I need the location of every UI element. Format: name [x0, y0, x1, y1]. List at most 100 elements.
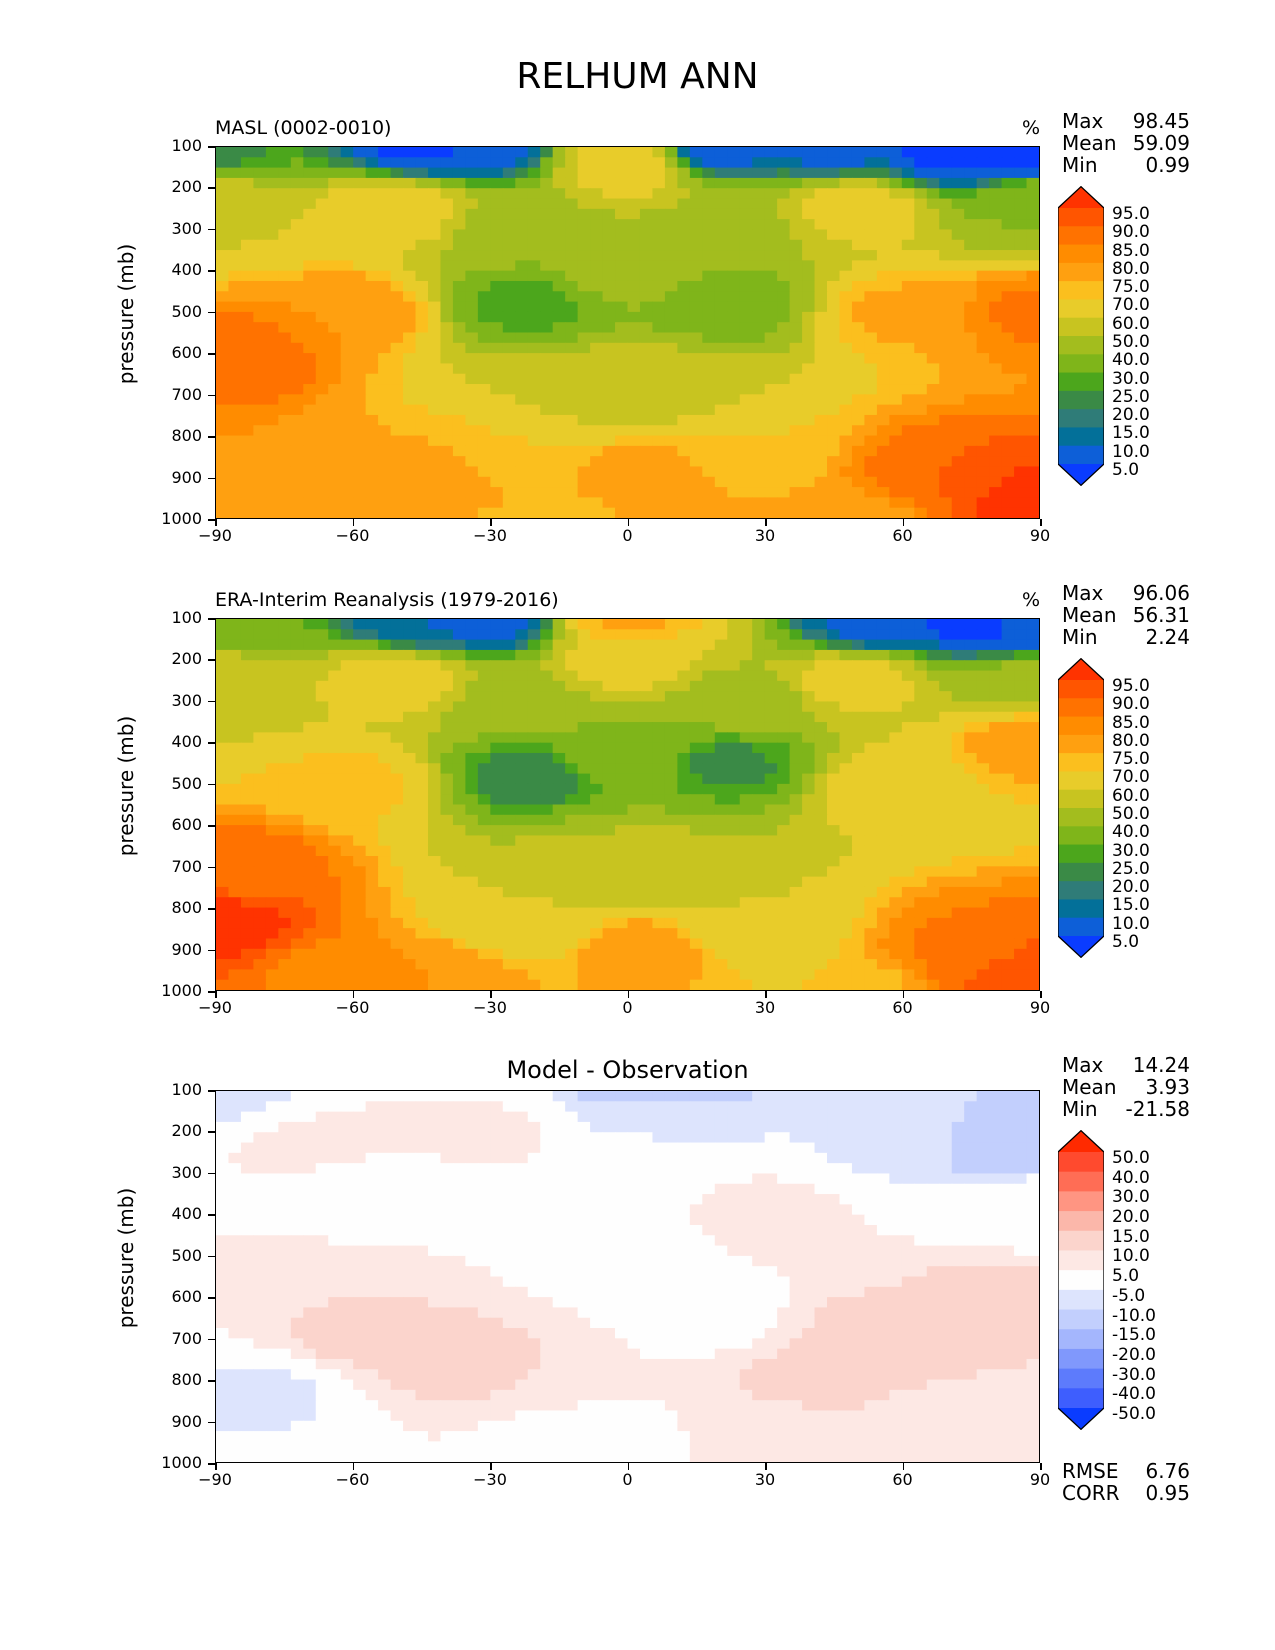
contour-cell — [515, 425, 529, 437]
contour-cell — [602, 157, 616, 169]
contour-cell — [527, 239, 541, 251]
contour-cell — [452, 435, 466, 447]
contour-cell — [802, 1091, 816, 1102]
contour-cell — [440, 373, 454, 385]
contour-cell — [253, 742, 267, 754]
contour-cell — [340, 188, 354, 200]
contour-cell — [602, 948, 616, 960]
contour-cell — [714, 394, 728, 406]
contour-cell — [639, 260, 654, 272]
contour-cell — [926, 239, 940, 251]
contour-cell — [964, 384, 978, 395]
contour-cell — [565, 177, 579, 189]
contour-cell — [727, 414, 741, 426]
contour-cell — [926, 948, 940, 960]
contour-cell — [240, 804, 255, 816]
contour-cell — [265, 917, 279, 929]
contour-cell — [976, 435, 990, 447]
contour-cell — [964, 177, 978, 189]
contour-cell — [365, 897, 379, 909]
contour-cell — [702, 353, 716, 365]
contour-cell — [390, 742, 404, 754]
contour-cell — [590, 373, 604, 385]
contour-cell — [477, 742, 491, 754]
contour-cell — [914, 752, 928, 764]
contour-cell — [502, 742, 516, 754]
contour-cell — [1014, 239, 1028, 251]
contour-cell — [664, 752, 678, 764]
contour-cell — [365, 157, 379, 169]
stats-box: Max 98.45 Mean 59.09 Min 0.99 — [1062, 110, 1190, 176]
contour-cell — [1001, 229, 1015, 241]
contour-cell — [689, 497, 703, 509]
contour-cell — [1026, 177, 1039, 189]
contour-cell — [901, 466, 915, 478]
contour-cell — [353, 825, 367, 837]
contour-cell — [827, 280, 841, 292]
contour-cell — [1001, 732, 1015, 744]
contour-cell — [240, 670, 255, 682]
contour-cell — [465, 476, 479, 488]
contour-cell — [901, 280, 915, 292]
contour-cell — [914, 794, 928, 806]
contour-cell — [427, 404, 442, 416]
contour-cell — [465, 250, 479, 261]
contour-cell — [989, 959, 1003, 970]
contour-cell — [315, 691, 329, 703]
contour-cell — [390, 435, 404, 447]
contour-cell — [253, 856, 267, 867]
contour-cell — [1014, 456, 1028, 468]
contour-cell — [427, 825, 442, 837]
contour-cell — [328, 856, 342, 867]
contour-cell — [914, 260, 928, 272]
contour-cell — [216, 825, 230, 837]
contour-cell — [739, 342, 753, 354]
contour-cell — [889, 476, 903, 488]
contour-cell — [964, 487, 978, 498]
contour-cell — [727, 456, 741, 468]
contour-cell — [552, 270, 566, 282]
contour-cell — [939, 394, 953, 406]
contour-cell — [989, 938, 1003, 950]
contour-cell — [914, 394, 928, 406]
contour-cell — [727, 938, 741, 950]
contour-cell — [477, 629, 491, 641]
contour-cell — [265, 373, 279, 385]
contour-cell — [802, 979, 816, 990]
contour-cell — [652, 497, 666, 509]
contour-cell — [440, 701, 454, 713]
contour-cell — [789, 414, 803, 426]
contour-cell — [802, 404, 816, 416]
contour-cell — [303, 639, 317, 651]
contour-cell — [976, 476, 990, 488]
contour-cell — [764, 198, 778, 210]
contour-cell — [702, 147, 716, 158]
contour-cell — [876, 229, 890, 241]
contour-cell — [278, 897, 292, 909]
contour-cell — [490, 250, 504, 261]
contour-cell — [876, 363, 890, 375]
contour-cell — [714, 979, 728, 990]
contour-cell — [590, 208, 604, 220]
contour-cell — [714, 353, 728, 365]
contour-cell — [427, 959, 442, 970]
contour-cell — [901, 507, 915, 518]
contour-cell — [452, 322, 466, 334]
contour-cell — [851, 629, 866, 641]
contour-cell — [901, 763, 915, 775]
contour-cell — [951, 394, 965, 406]
contour-cell — [216, 445, 230, 457]
contour-cell — [228, 177, 242, 189]
contour-cell — [278, 876, 292, 888]
contour-cell — [764, 157, 778, 169]
contour-cell — [664, 147, 678, 158]
contour-cell — [889, 876, 903, 888]
x-tick-label: −60 — [335, 998, 370, 1017]
contour-cell — [427, 414, 442, 426]
contour-cell — [240, 928, 255, 940]
contour-cell — [989, 147, 1003, 158]
contour-cell — [577, 742, 591, 754]
contour-cell — [714, 147, 728, 158]
contour-cell — [1026, 845, 1039, 857]
contour-cell — [527, 497, 541, 509]
